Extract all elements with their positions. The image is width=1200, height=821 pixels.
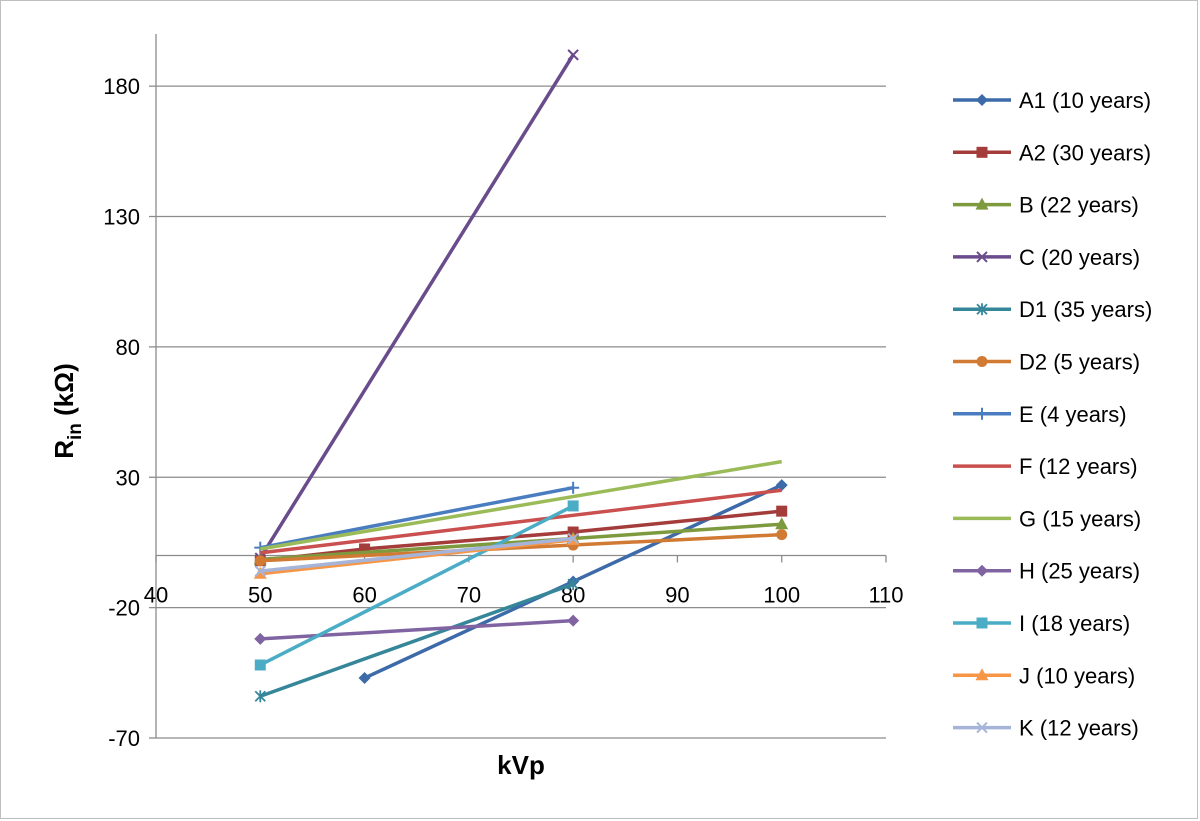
series-4 bbox=[254, 49, 579, 564]
legend-label: J (10 years) bbox=[1019, 663, 1135, 688]
data-point bbox=[975, 197, 989, 210]
series-8 bbox=[260, 488, 782, 555]
data-point bbox=[776, 505, 788, 517]
legend-label: H (25 years) bbox=[1019, 559, 1140, 584]
data-point bbox=[254, 632, 267, 645]
series-9 bbox=[259, 459, 783, 551]
legend-item: A2 (30 years) bbox=[953, 140, 1151, 165]
data-point bbox=[254, 659, 266, 671]
data-point bbox=[358, 672, 371, 685]
legend-item: E (4 years) bbox=[953, 402, 1127, 427]
legend-item: F (12 years) bbox=[953, 454, 1138, 479]
legend-label: F (12 years) bbox=[1019, 454, 1138, 479]
legend-item: B (22 years) bbox=[953, 193, 1139, 218]
series-13 bbox=[254, 532, 579, 577]
legend-item: A1 (10 years) bbox=[953, 88, 1151, 113]
legend-item: H (25 years) bbox=[953, 559, 1140, 584]
legend-item: C (20 years) bbox=[953, 245, 1140, 270]
data-point bbox=[976, 356, 988, 367]
y-axis-title-main: R bbox=[49, 440, 79, 459]
data-point bbox=[976, 146, 988, 158]
data-point bbox=[254, 555, 266, 567]
data-point bbox=[976, 407, 988, 420]
data-point bbox=[567, 614, 580, 627]
legend-label: D1 (35 years) bbox=[1019, 297, 1152, 322]
series-11 bbox=[254, 500, 579, 671]
data-point bbox=[976, 251, 988, 263]
data-point bbox=[976, 303, 988, 316]
data-point bbox=[976, 617, 988, 629]
data-point bbox=[976, 94, 988, 106]
legend-label: C (20 years) bbox=[1019, 245, 1140, 270]
y-tick-label: 130 bbox=[103, 205, 140, 230]
series-line bbox=[258, 53, 575, 560]
y-tick-label: 30 bbox=[116, 465, 140, 490]
series-lines bbox=[253, 49, 789, 703]
data-point bbox=[254, 565, 266, 577]
data-point bbox=[254, 690, 266, 703]
legend: A1 (10 years) A2 (30 years) B (22 years) C … bbox=[953, 88, 1152, 741]
y-axis-title-subscript: in bbox=[65, 423, 86, 440]
series-line bbox=[260, 488, 782, 555]
legend-item: D2 (5 years) bbox=[953, 350, 1140, 375]
legend-item: K (12 years) bbox=[953, 716, 1139, 741]
data-point bbox=[976, 564, 988, 577]
legend-item: J (10 years) bbox=[953, 663, 1135, 688]
x-tick-label: 70 bbox=[457, 582, 481, 607]
data-point bbox=[775, 517, 789, 530]
x-tick-label: 50 bbox=[248, 582, 272, 607]
y-tick-label: 180 bbox=[103, 74, 140, 99]
series-line bbox=[260, 618, 574, 641]
series-line bbox=[259, 459, 783, 551]
data-point bbox=[567, 49, 579, 61]
legend-label: B (22 years) bbox=[1019, 193, 1139, 218]
data-point bbox=[776, 529, 788, 541]
gridlines bbox=[156, 85, 886, 739]
y-axis-title: Rin (kΩ) bbox=[49, 363, 86, 459]
series-line bbox=[260, 536, 574, 573]
series-line bbox=[259, 582, 574, 698]
data-point bbox=[975, 668, 989, 681]
legend-label: D2 (5 years) bbox=[1019, 350, 1140, 375]
x-tick-label: 100 bbox=[763, 582, 800, 607]
legend-label: K (12 years) bbox=[1019, 716, 1139, 741]
x-axis-title: kVp bbox=[497, 750, 545, 780]
legend-item: I (18 years) bbox=[953, 611, 1130, 636]
series-5 bbox=[254, 578, 579, 703]
x-tick-label: 110 bbox=[868, 582, 903, 607]
legend-label: G (15 years) bbox=[1019, 506, 1141, 531]
x-tick-label: 60 bbox=[352, 582, 376, 607]
data-point bbox=[567, 532, 579, 545]
series-line bbox=[260, 532, 782, 563]
data-point bbox=[775, 479, 788, 492]
y-axis-title-unit: (kΩ) bbox=[49, 363, 79, 423]
y-tick-label: 80 bbox=[116, 335, 140, 360]
x-tick-label: 90 bbox=[665, 582, 689, 607]
data-point bbox=[567, 500, 579, 512]
legend-label: A1 (10 years) bbox=[1019, 88, 1151, 113]
series-10 bbox=[254, 614, 580, 645]
series-line bbox=[259, 504, 574, 667]
y-tick-label: -70 bbox=[108, 726, 140, 751]
legend-label: E (4 years) bbox=[1019, 402, 1127, 427]
data-point bbox=[359, 543, 371, 555]
data-point bbox=[567, 578, 579, 591]
legend-item: G (15 years) bbox=[953, 506, 1141, 531]
legend-item: D1 (35 years) bbox=[953, 297, 1152, 322]
legend-label: I (18 years) bbox=[1019, 611, 1130, 636]
y-tick-label: -20 bbox=[108, 596, 140, 621]
data-point bbox=[976, 721, 988, 734]
x-tick-label: 40 bbox=[144, 582, 168, 607]
data-point bbox=[567, 481, 580, 494]
legend-label: A2 (30 years) bbox=[1019, 140, 1151, 165]
series-line bbox=[259, 485, 574, 550]
